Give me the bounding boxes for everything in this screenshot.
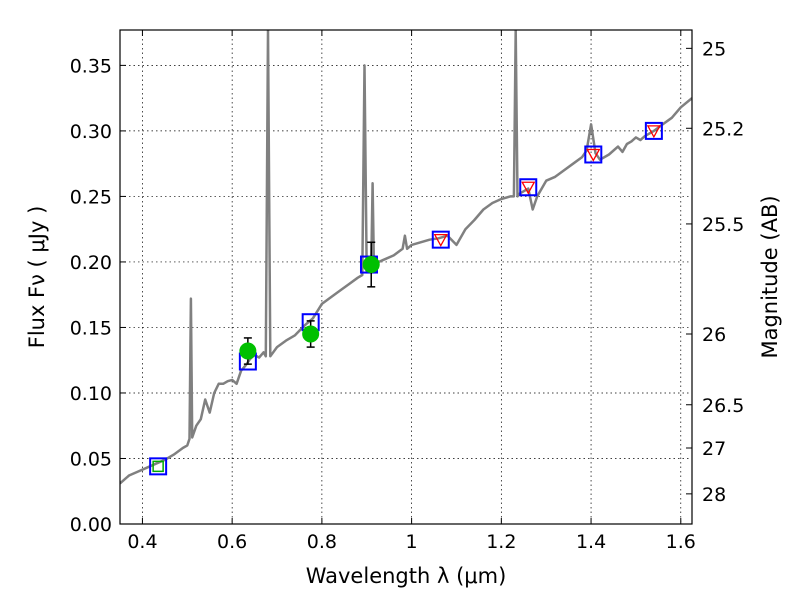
spectrum-line xyxy=(120,30,692,485)
model-square-marker xyxy=(644,121,663,140)
upper-limit-triangle xyxy=(433,234,448,248)
model-square-marker xyxy=(431,230,450,249)
upper-limit-triangle xyxy=(521,181,536,195)
y2-axis-title: Magnitude (AB) xyxy=(758,195,782,358)
x-tick-label: 0.6 xyxy=(217,531,247,553)
y-axis-title: Flux Fν ( μJy ) xyxy=(25,206,49,349)
y-tick-label: 0.05 xyxy=(70,448,112,470)
y-tick-label: 0.15 xyxy=(70,317,112,339)
plot-frame xyxy=(119,29,693,525)
y-tick-label: 0.30 xyxy=(70,121,112,143)
y2-tick-label: 25 xyxy=(702,38,726,60)
grid-lines xyxy=(120,30,692,525)
x-tick-label: 1 xyxy=(406,531,418,553)
x-tick-label: 1.6 xyxy=(666,531,696,553)
x-tick-label: 1.2 xyxy=(486,531,516,553)
x-tick-label: 0.8 xyxy=(307,531,337,553)
model-square-marker xyxy=(519,178,538,197)
y2-tick-label: 25.5 xyxy=(702,214,744,236)
x-tick-label: 1.4 xyxy=(576,531,606,553)
data-markers xyxy=(149,121,663,476)
y-tick-label: 0.25 xyxy=(70,186,112,208)
axis-ticks: 0.4 0.6 0.8 1 1.2 1.4 1.6 0.00 0.05 0.10 0.15 0.20 0… xyxy=(70,30,744,553)
model-square-marker xyxy=(584,145,603,164)
y2-tick-label: 27 xyxy=(702,438,726,460)
y-tick-label: 0.35 xyxy=(70,55,112,77)
y-tick-label: 0.20 xyxy=(70,252,112,274)
y2-tick-label: 26 xyxy=(702,324,726,346)
observation-point xyxy=(302,325,320,343)
upper-limit-triangle xyxy=(586,148,601,162)
x-axis-title: Wavelength λ (μm) xyxy=(306,564,507,588)
upper-limit-triangle xyxy=(646,125,661,139)
y2-tick-label: 26.5 xyxy=(702,395,744,417)
model-square-marker xyxy=(149,457,168,476)
y2-tick-label: 28 xyxy=(702,484,726,506)
observation-point xyxy=(239,342,257,360)
y-tick-label: 0.10 xyxy=(70,383,112,405)
y2-tick-label: 25.2 xyxy=(702,118,744,140)
green-square-marker xyxy=(152,460,164,473)
plot-area xyxy=(120,30,692,485)
observation-point xyxy=(362,256,380,274)
x-tick-label: 0.4 xyxy=(127,531,157,553)
y-tick-label: 0.00 xyxy=(70,514,112,536)
